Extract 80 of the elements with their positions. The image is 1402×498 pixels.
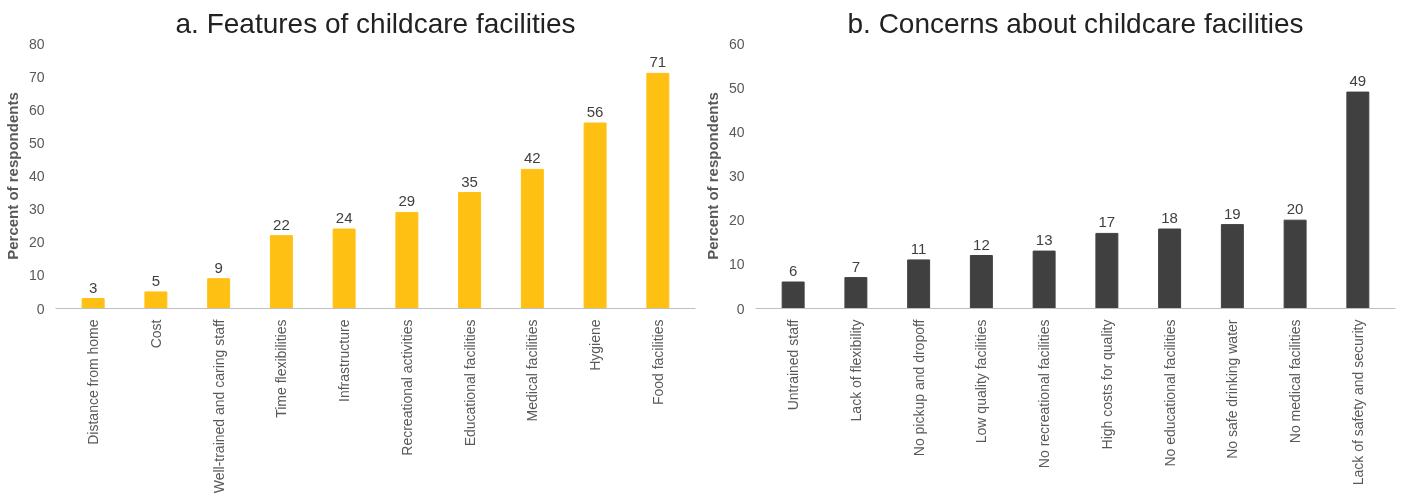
x-tick-label: Time flexibilities [273, 319, 290, 418]
y-axis-title: Percent of respondents [3, 92, 21, 260]
y-tick-label: 50 [728, 79, 745, 96]
x-tick-label: Medical facilities [524, 319, 541, 422]
data-label: 35 [461, 172, 478, 190]
data-label: 19 [1224, 204, 1241, 222]
bar [395, 211, 419, 309]
bar [1158, 228, 1182, 309]
x-tick-label: Untrained staff [785, 319, 802, 411]
y-tick-label: 70 [28, 68, 45, 85]
x-tick-label: Hygiene [587, 319, 604, 371]
y-tick-label: 20 [28, 234, 45, 251]
y-tick-label: 10 [28, 267, 45, 284]
bar [583, 122, 607, 309]
bar [781, 281, 805, 309]
data-label: 17 [1098, 213, 1116, 231]
x-tick-label: Lack of flexibility [847, 319, 864, 422]
y-tick-label: 10 [728, 256, 745, 273]
data-label: 49 [1349, 72, 1367, 90]
data-label: 22 [273, 215, 290, 233]
bar [332, 228, 356, 309]
y-tick-label: 40 [28, 168, 45, 184]
data-label: 24 [335, 209, 353, 226]
chart-title: b. Concerns about childcare facilities [847, 7, 1304, 39]
data-label: 6 [788, 262, 798, 279]
bar [207, 278, 231, 309]
bar [520, 168, 544, 309]
bar [81, 298, 105, 309]
bar [1032, 250, 1056, 309]
y-tick-label: 30 [728, 168, 745, 184]
data-label: 42 [524, 149, 541, 167]
y-axis-title: Percent of respondents [703, 92, 721, 260]
y-tick-label: 30 [28, 201, 45, 218]
bar [1283, 219, 1307, 309]
data-label: 7 [851, 257, 861, 275]
y-tick-label: 0 [736, 300, 745, 317]
x-tick-label: No pickup and dropoff [910, 319, 927, 457]
data-label: 9 [214, 258, 223, 276]
bar [1095, 232, 1119, 309]
data-label: 20 [1286, 200, 1304, 218]
y-tick-label: 40 [728, 123, 745, 140]
chart-title: a. Features of childcare facilities [175, 7, 576, 39]
bar [844, 277, 868, 309]
x-tick-label: Low quality facilities [973, 319, 990, 444]
y-tick-label: 60 [728, 35, 745, 52]
bar [1220, 224, 1244, 309]
data-label: 12 [973, 235, 990, 253]
bar [1346, 91, 1370, 309]
y-tick-label: 20 [728, 212, 745, 229]
y-tick-label: 50 [28, 134, 45, 151]
data-label: 3 [88, 278, 98, 296]
x-tick-label: No educational facilities [1161, 319, 1178, 467]
bar [458, 192, 482, 309]
x-tick-label: No safe drinking water [1224, 319, 1241, 459]
data-label: 56 [586, 103, 604, 120]
bar [646, 72, 670, 309]
x-tick-label: Food facilities [649, 319, 666, 406]
x-tick-label: No recreational facilities [1036, 319, 1053, 469]
y-tick-label: 80 [28, 35, 45, 52]
data-label: 13 [1035, 231, 1053, 249]
x-tick-label: Recreational activities [398, 319, 415, 456]
y-tick-label: 60 [28, 101, 45, 118]
x-tick-label: Infrastructure [336, 319, 353, 402]
data-label: 29 [398, 192, 416, 210]
data-label: 18 [1161, 209, 1178, 226]
data-label: 71 [649, 53, 667, 71]
x-tick-label: Lack of safety and security [1349, 319, 1366, 486]
x-tick-label: Well-trained and caring staff [210, 319, 227, 494]
x-tick-label: High costs for quality [1098, 319, 1115, 450]
bar [269, 235, 293, 309]
x-tick-label: Cost [147, 319, 164, 349]
bar [969, 255, 993, 309]
bar [144, 291, 168, 309]
x-tick-label: Educational facilities [461, 319, 478, 447]
x-tick-label: Distance from home [85, 319, 102, 445]
data-label: 11 [910, 239, 927, 257]
data-label: 5 [151, 271, 161, 289]
x-tick-label: No medical facilities [1287, 319, 1304, 444]
bar [907, 259, 931, 309]
y-tick-label: 0 [36, 300, 45, 317]
